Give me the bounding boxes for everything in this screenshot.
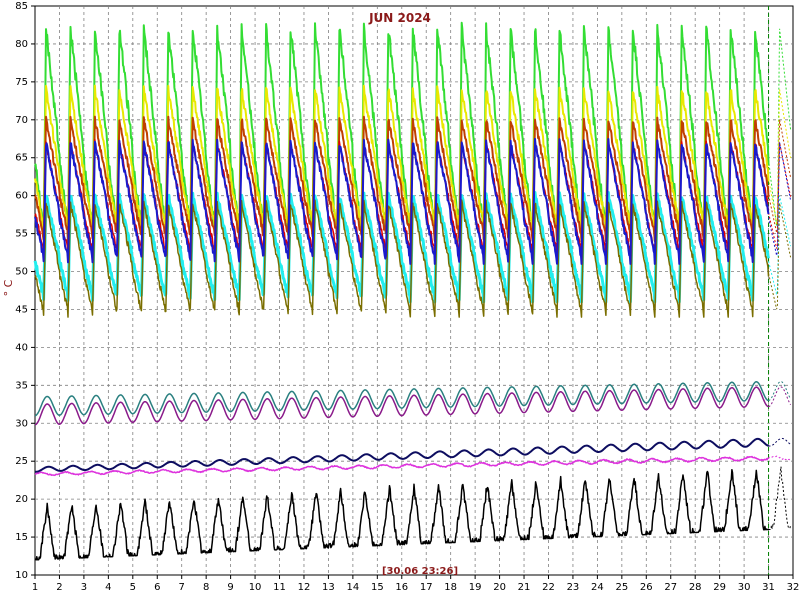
x-tick-label: 16 [395,582,408,593]
y-tick-label: 30 [15,418,28,429]
x-tick-label: 14 [347,582,360,593]
y-tick-label: 20 [15,494,28,505]
x-tick-label: 9 [227,582,233,593]
y-tick-label: 50 [15,267,28,278]
forecast-line-yellow [768,89,792,224]
x-tick-label: 7 [179,582,185,593]
chart-title: JUN 2024 [368,11,431,25]
series-lines [33,21,792,561]
x-tick-label: 3 [81,582,87,593]
y-tick-label: 25 [15,456,28,467]
x-tick-label: 20 [493,582,506,593]
series-line-blue [34,137,770,265]
axis-ticks: 1 2 3 4 5 6 7 8 9 10 11 12 13 14 15 16 17 18 19 20 21 22 23 24 2… [15,1,799,593]
y-tick-label: 70 [15,115,28,126]
y-axis-label: ° C [2,279,15,296]
forecast-line-black [768,466,792,530]
x-tick-label: 26 [640,582,653,593]
series-line-teal [34,381,769,417]
x-tick-label: 24 [591,582,604,593]
x-tick-label: 19 [469,582,482,593]
x-tick-label: 5 [130,582,136,593]
series-line-navy [34,437,769,473]
forecast-line-green [768,28,792,227]
x-tick-label: 15 [371,582,384,593]
x-tick-label: 4 [105,582,111,593]
y-tick-label: 80 [15,39,28,50]
y-tick-label: 10 [15,570,28,581]
series-line-green [34,21,770,243]
forecast-line-magenta [768,455,791,461]
x-tick-label: 11 [273,582,286,593]
x-tick-label: 32 [787,582,800,593]
y-tick-label: 65 [15,153,28,164]
forecast-line-blue [768,142,792,256]
forecast-line-olive [768,203,792,310]
series-line-cyan [33,191,770,304]
x-tick-label: 25 [615,582,628,593]
x-tick-label: 22 [542,582,555,593]
forecast-line-orange [768,119,792,233]
series-line-black [34,468,769,561]
x-tick-label: 28 [689,582,702,593]
x-tick-label: 18 [444,582,457,593]
x-tick-label: 23 [567,582,580,593]
y-tick-label: 15 [15,532,28,543]
x-tick-label: 6 [154,582,160,593]
x-tick-label: 13 [322,582,335,593]
y-tick-label: 60 [15,191,28,202]
forecast-line-cyan [768,195,792,295]
x-tick-label: 1 [32,582,38,593]
forecast-line-navy [768,437,791,447]
y-tick-label: 40 [15,342,28,353]
series-line-olive [34,199,770,318]
x-tick-label: 2 [56,582,62,593]
timestamp-label: [30.06 23:26] [382,566,458,577]
plot-frame [34,5,794,576]
series-line-purple [34,386,769,426]
y-tick-label: 85 [15,1,28,12]
x-tick-label: 31 [762,582,775,593]
x-tick-label: 27 [664,582,677,593]
x-tick-label: 12 [298,582,311,593]
y-tick-label: 35 [15,380,28,391]
grid-lines [34,5,794,576]
x-tick-label: 21 [518,582,531,593]
x-tick-label: 17 [420,582,433,593]
x-tick-label: 30 [738,582,751,593]
y-tick-label: 55 [15,229,28,240]
y-tick-label: 75 [15,77,28,88]
series-line-magenta [34,455,769,477]
forecast-line-teal [768,381,792,401]
x-tick-label: 10 [249,582,262,593]
x-tick-label: 8 [203,582,209,593]
forecast-line-red [768,142,792,249]
series-line-orange [34,115,770,243]
forecast-line-purple [768,386,792,408]
y-tick-label: 45 [15,304,28,315]
x-tick-label: 29 [713,582,726,593]
series-line-yellow [34,84,770,235]
